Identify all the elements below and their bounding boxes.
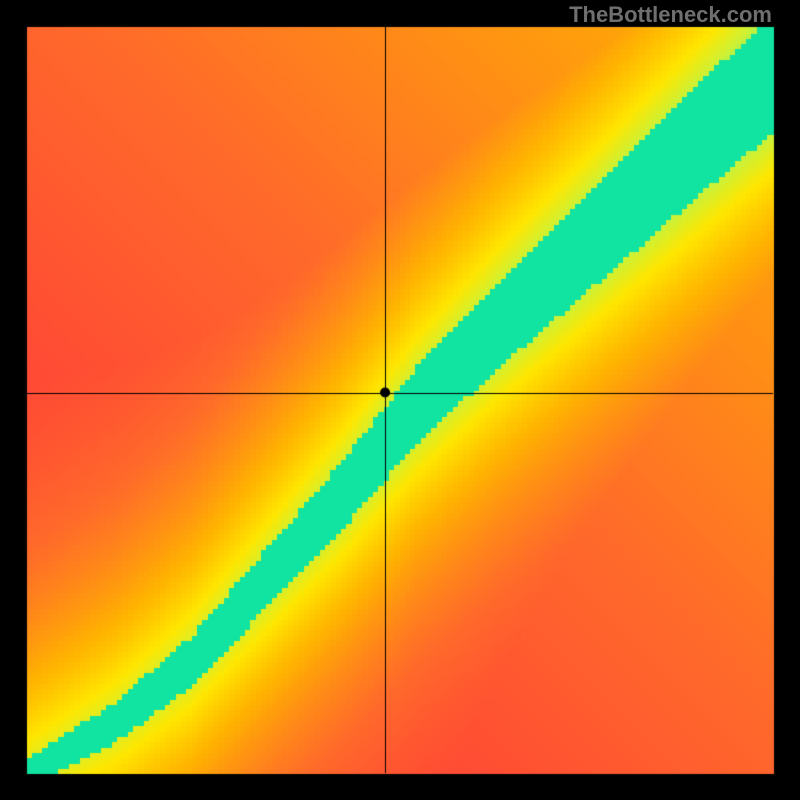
heatmap-canvas — [0, 0, 800, 800]
chart-container: TheBottleneck.com — [0, 0, 800, 800]
watermark-text: TheBottleneck.com — [569, 2, 772, 28]
